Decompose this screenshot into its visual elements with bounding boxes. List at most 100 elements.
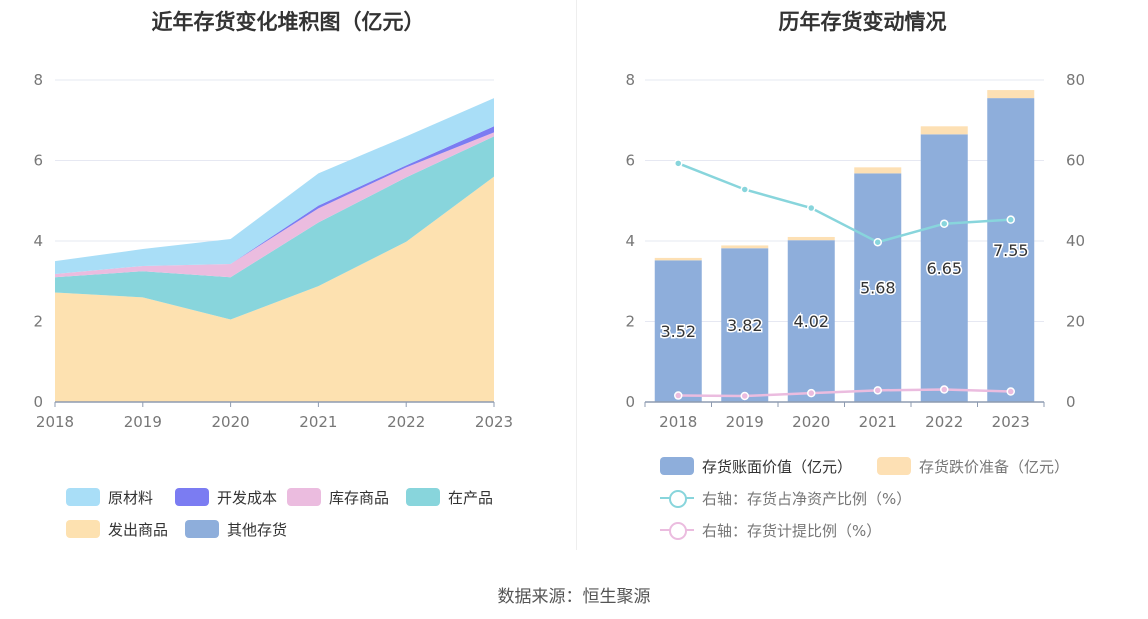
legend-swatch xyxy=(175,488,209,506)
y-tick-label: 4 xyxy=(33,232,43,250)
area-finished_goods xyxy=(55,132,494,278)
legend-item-dev_costs[interactable]: 开发成本 xyxy=(175,487,277,508)
y2-tick-label: 60 xyxy=(1066,152,1085,170)
bar-data-label: 3.52 xyxy=(660,322,696,341)
bar-provision xyxy=(787,236,835,241)
bar-book-value xyxy=(654,260,702,402)
x-tick-label: 2021 xyxy=(299,413,337,431)
point-ratio_net_assets xyxy=(873,237,882,247)
x-tick-label: 2018 xyxy=(36,413,74,431)
y-tick-label: 8 xyxy=(33,71,43,89)
y-tick-label: 0 xyxy=(33,393,43,411)
bar-data-label: 5.68 xyxy=(860,279,896,298)
legend-swatch xyxy=(66,488,100,506)
y-tick-label: 4 xyxy=(625,232,635,250)
right-chart-panel: 历年存货变动情况 0 2 4 6 8 0 20 40 60 80 2018 2019 2020 2021 2… xyxy=(577,0,1148,560)
legend-label: 库存商品 xyxy=(329,489,390,507)
x-tick-label: 2022 xyxy=(925,413,963,431)
y2-tick-label: 0 xyxy=(1066,393,1076,411)
y-tick-label: 8 xyxy=(625,71,635,89)
y-tick-label: 6 xyxy=(33,152,43,170)
point-provision_ratio xyxy=(807,388,816,398)
area-raw_materials xyxy=(55,98,494,275)
legend-item-shipped_goods[interactable]: 发出商品 xyxy=(66,519,168,540)
legend-item-provision_ratio[interactable]: 右轴：存货计提比例（%） xyxy=(660,520,881,541)
legend-item-raw_materials[interactable]: 原材料 xyxy=(66,487,153,508)
legend-item-book_value[interactable]: 存货账面价值（亿元） xyxy=(660,456,852,477)
legend-label: 原材料 xyxy=(108,489,154,507)
legend-line-marker xyxy=(660,521,694,540)
y-tick-label: 0 xyxy=(625,393,635,411)
area-wip xyxy=(55,136,494,320)
y-tick-label: 6 xyxy=(625,152,635,170)
legend-item-finished_goods[interactable]: 库存商品 xyxy=(287,487,389,508)
x-tick-label: 2019 xyxy=(726,413,764,431)
x-tick-label: 2022 xyxy=(387,413,425,431)
legend-swatch xyxy=(185,520,219,538)
legend-label: 右轴：存货占净资产比例（%） xyxy=(702,490,912,508)
right-chart-title: 历年存货变动情况 xyxy=(778,10,947,34)
left-chart-title: 近年存货变化堆积图（亿元） xyxy=(151,10,425,34)
bar-book-value xyxy=(787,240,835,402)
x-tick-label: 2020 xyxy=(792,413,830,431)
legend-label: 右轴：存货计提比例（%） xyxy=(702,522,882,540)
point-provision_ratio xyxy=(873,386,882,395)
point-provision_ratio xyxy=(674,391,683,400)
bar-provision xyxy=(920,126,968,135)
line-provision_ratio xyxy=(678,388,1011,398)
y2-tick-label: 40 xyxy=(1066,232,1085,250)
x-tick-label: 2023 xyxy=(475,413,513,431)
point-provision_ratio xyxy=(740,391,749,401)
legend-label: 存货跌价准备（亿元） xyxy=(919,458,1070,476)
bar-book-value xyxy=(854,173,902,402)
point-ratio_net_assets xyxy=(674,159,683,168)
point-ratio_net_assets xyxy=(807,203,816,213)
legend-item-ratio_net_assets[interactable]: 右轴：存货占净资产比例（%） xyxy=(660,488,911,509)
point-ratio_net_assets xyxy=(740,185,749,194)
y2-tick-label: 80 xyxy=(1066,71,1085,89)
point-ratio_net_assets xyxy=(940,219,949,228)
data-source-note: 数据来源：恒生聚源 xyxy=(497,587,651,607)
y-tick-label: 2 xyxy=(625,313,635,331)
bar-data-label: 7.55 xyxy=(993,241,1029,260)
stacked-area-chart: 0 2 4 6 8 2018 2019 2020 2021 2022 2023 xyxy=(33,71,513,431)
legend-swatch xyxy=(406,488,440,506)
point-provision_ratio xyxy=(1006,387,1015,396)
x-tick-label: 2023 xyxy=(992,413,1030,431)
y-tick-label: 2 xyxy=(33,313,43,331)
x-tick-label: 2018 xyxy=(659,413,697,431)
legend-label: 存货账面价值（亿元） xyxy=(702,458,853,476)
legend-label: 开发成本 xyxy=(217,489,278,507)
bar-book-value xyxy=(920,134,968,402)
x-tick-label: 2020 xyxy=(212,413,250,431)
legend-swatch xyxy=(66,520,100,538)
legend-label: 其他存货 xyxy=(227,521,288,539)
line-ratio_net_assets xyxy=(677,162,1011,244)
bar-provision xyxy=(654,257,702,261)
bar-data-label: 4.02 xyxy=(793,312,829,331)
y2-tick-label: 20 xyxy=(1066,313,1085,331)
legend-label: 在产品 xyxy=(448,489,494,507)
bar-book-value xyxy=(721,248,769,402)
bar-provision xyxy=(854,167,902,174)
legend-item-other[interactable]: 其他存货 xyxy=(185,519,287,540)
legend-swatch xyxy=(287,488,321,506)
point-ratio_net_assets xyxy=(1006,215,1015,224)
bar-book-value xyxy=(987,98,1035,403)
x-tick-label: 2021 xyxy=(859,413,897,431)
bar-provision xyxy=(721,245,769,249)
panel-divider xyxy=(576,0,577,550)
legend-item-provision[interactable]: 存货跌价准备（亿元） xyxy=(877,456,1069,477)
left-chart-panel: 近年存货变化堆积图（亿元） 0 2 4 6 8 2018 2019 2020 2021 2022 2… xyxy=(0,0,576,560)
legend-line-marker xyxy=(660,489,694,508)
bar-provision xyxy=(987,90,1035,99)
area-shipped_goods xyxy=(55,176,494,402)
bar-data-label: 3.82 xyxy=(727,316,763,335)
legend-item-wip[interactable]: 在产品 xyxy=(406,487,493,508)
legend-swatch xyxy=(660,457,694,475)
bar-data-label: 6.65 xyxy=(926,259,962,278)
x-tick-label: 2019 xyxy=(124,413,162,431)
legend-label: 发出商品 xyxy=(108,521,169,539)
point-provision_ratio xyxy=(940,385,949,394)
